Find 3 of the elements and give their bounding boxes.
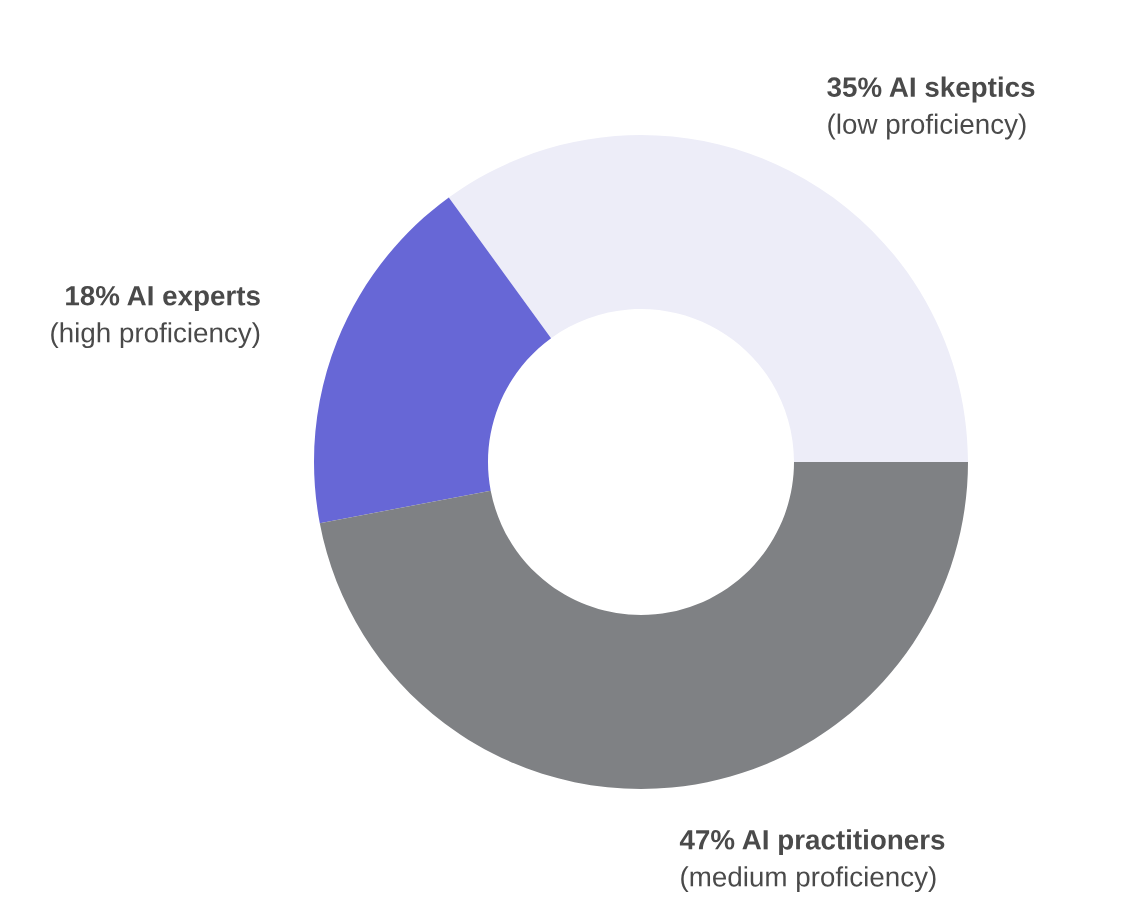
slice-label: 47% AI practitioners (medium proficiency) (679, 829, 945, 893)
slice-label: 35% AI skeptics (low proficiency) (827, 76, 1035, 140)
slice-label: 18% AI experts (high proficiency) (51, 285, 260, 349)
